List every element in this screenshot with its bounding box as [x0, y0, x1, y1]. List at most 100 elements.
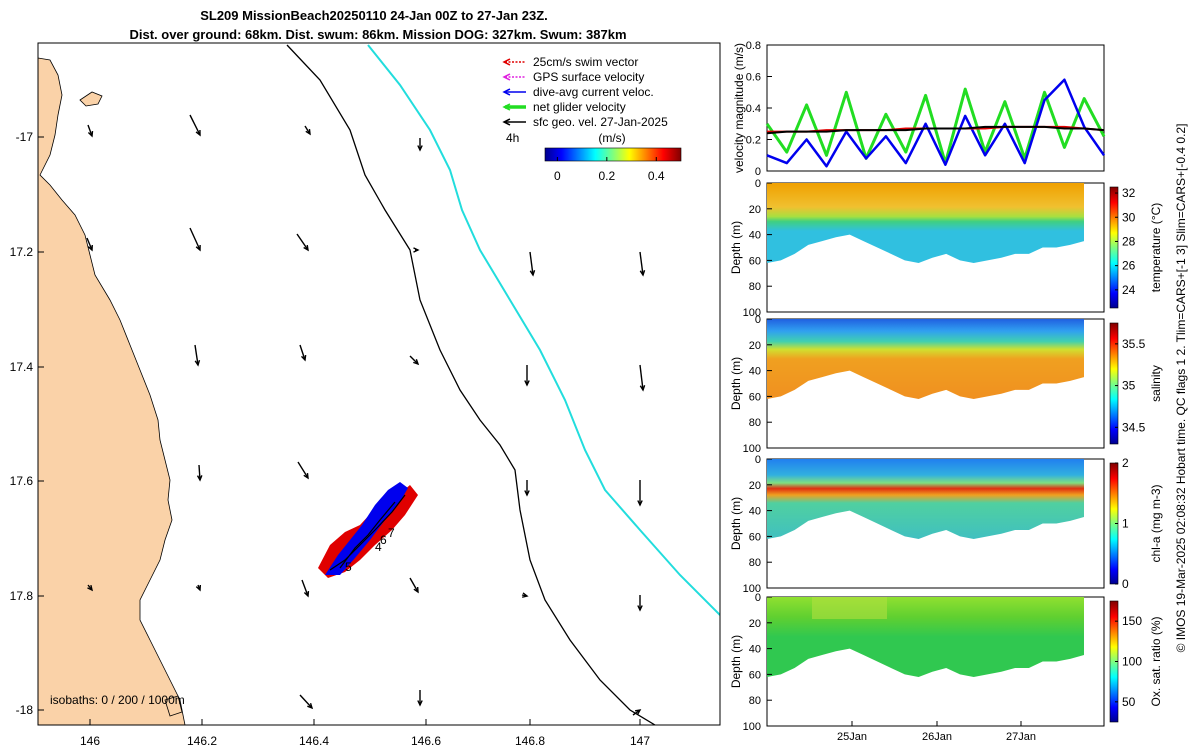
profile-ylabel: Depth (m)	[729, 221, 743, 274]
velocity-series-line	[766, 78, 1106, 168]
isobath-1000m	[367, 44, 720, 616]
profile-y-tick-label: 0	[755, 454, 761, 466]
velocity-axes-frame	[766, 44, 1105, 172]
profile-cbar-tick-label: 1	[1122, 517, 1129, 531]
isobath-200m	[286, 44, 656, 725]
profile-data-fill	[767, 319, 1084, 399]
velocity-arrow-head	[529, 270, 536, 277]
profile-y-tick-label: 40	[749, 644, 761, 656]
map-y-tick-label: -18	[16, 703, 34, 717]
velocity-arrow-head	[307, 703, 314, 710]
colorbar-tick-label: 0	[554, 169, 561, 183]
map-x-tick-label: 146.8	[515, 734, 545, 748]
map-frame	[37, 42, 721, 726]
velocity-arrow	[189, 227, 201, 251]
profile-y-tick-label: 0	[755, 178, 761, 190]
map-x-tick-label: 146.2	[187, 734, 217, 748]
track-labels: 5 46 7	[345, 526, 395, 574]
map-x-ticks: 146 146.2 146.4 146.6 146.8 147	[80, 719, 650, 748]
profile-panel-chl-a: 0 20 40 60 80 100 Depth (m) 2 1 0 chl-a (mg m-3)	[729, 454, 1163, 595]
velocity-arrow-head	[639, 270, 646, 277]
velocity-arrow-head	[195, 129, 201, 137]
track-label: 7	[388, 526, 395, 540]
colorbar-unit: (m/s)	[598, 131, 625, 145]
profile-y-tick-label: 100	[743, 443, 761, 455]
velocity-y-tick-label: 0.2	[746, 135, 761, 147]
oxygen-supersat-patch	[812, 597, 887, 619]
profile-cbar-tick-label: 35	[1122, 379, 1136, 393]
velocity-arrow-head	[637, 500, 643, 507]
profile-cbar-label: salinity	[1149, 365, 1163, 402]
profile-y-tick-label: 20	[749, 204, 761, 216]
profile-y-tick-label: 40	[749, 366, 761, 378]
profile-cbar-label: temperature (°C)	[1149, 203, 1163, 293]
colorbar-tick-label: 0.2	[598, 169, 615, 183]
velocity-arrow	[299, 344, 306, 361]
velocity-y-tick-label: 0.6	[746, 72, 761, 84]
profile-x-tick-label: 27Jan	[1006, 731, 1036, 743]
profile-y-tick-label: 100	[743, 307, 761, 319]
dive-avg-cluster	[325, 482, 408, 575]
profile-y-tick-label: 80	[749, 417, 761, 429]
island-1	[79, 91, 103, 107]
velocity-arrow-head	[194, 360, 201, 367]
velocity-arrow-head	[524, 490, 530, 497]
coastline-land	[38, 57, 186, 725]
profile-y-tick-label: 60	[749, 531, 761, 543]
profile-cbar-tick-label: 24	[1122, 283, 1136, 297]
profile-y-tick-label: 80	[749, 281, 761, 293]
map-y-ticks: -17 17.2 17.4 17.6 17.8 -18	[10, 130, 44, 717]
map-colorbar: (m/s) 0 0.2 0.4 4h	[506, 131, 682, 183]
profile-cbar-label: chl-a (mg m-3)	[1149, 484, 1163, 562]
velocity-arrow-head	[87, 244, 93, 252]
profile-y-tick-label: 40	[749, 506, 761, 518]
legend-arrowhead	[502, 103, 511, 111]
profile-panel-temperature: 0 20 40 60 80 100 Depth (m) 32 30 28 26 24 temperatu…	[729, 178, 1163, 319]
profile-cbar-tick-label: 50	[1122, 695, 1136, 709]
velocity-series-line	[766, 125, 1105, 135]
profile-cbar-tick-label: 150	[1122, 614, 1142, 628]
velocity-y-tick-label: 0	[755, 166, 761, 178]
velocity-arrow-head	[413, 586, 419, 594]
profile-cbar-tick-label: 2	[1122, 456, 1129, 470]
velocity-arrow-head	[634, 709, 642, 715]
velocity-arrow-head	[303, 244, 309, 252]
profile-y-tick-label: 20	[749, 480, 761, 492]
profile-y-tick-label: 0	[755, 314, 761, 326]
profile-data-fill	[767, 459, 1084, 539]
profile-ylabel: Depth (m)	[729, 357, 743, 410]
colorbar-tick-label: 0.4	[648, 169, 665, 183]
map-y-tick-label: -17	[16, 130, 34, 144]
velocity-y-tick-label: 0.8	[746, 40, 761, 52]
map-panel: 5 46 7 146 146.2 146.4 146.6 146.8 147 -17 17.2 1…	[10, 42, 721, 748]
glider-track-cluster	[318, 482, 418, 578]
island-2	[164, 695, 183, 717]
velocity-arrow-head	[195, 584, 202, 592]
legend-arrowhead	[502, 88, 511, 96]
velocity-arrow-head	[303, 590, 310, 598]
profile-y-tick-label: 100	[743, 721, 761, 733]
velocity-arrow	[198, 464, 201, 481]
isobaths-label: isobaths: 0 / 200 / 1000m	[50, 693, 185, 707]
velocity-arrow-head	[413, 359, 420, 366]
map-x-tick-label: 146.4	[299, 734, 329, 748]
velocity-arrow	[297, 461, 309, 479]
velocity-arrow	[409, 577, 419, 593]
velocity-arrow-head	[417, 700, 423, 707]
velocity-ylabel: velocity magnitude (m/s)	[732, 43, 746, 173]
colorbar-ticks: 0 0.2 0.4	[554, 157, 665, 183]
velocity-arrow-head	[305, 128, 311, 136]
profile-cbar-tick-label: 28	[1122, 234, 1136, 248]
track-label: 4	[375, 540, 382, 554]
legend-label: sfc geo. vel. 27-Jan-2025	[533, 115, 668, 129]
legend-label: dive-avg current veloc.	[533, 85, 654, 99]
surface-velocity-arrows	[86, 114, 646, 716]
velocity-arrow-head	[524, 380, 530, 387]
map-y-tick-label: 17.6	[10, 474, 34, 488]
profile-ylabel: Depth (m)	[729, 497, 743, 550]
velocity-arrow	[529, 251, 534, 276]
map-y-tick-label: 17.8	[10, 589, 34, 603]
title-line-1: SL209 MissionBeach20250110 24-Jan 00Z to…	[200, 8, 548, 23]
